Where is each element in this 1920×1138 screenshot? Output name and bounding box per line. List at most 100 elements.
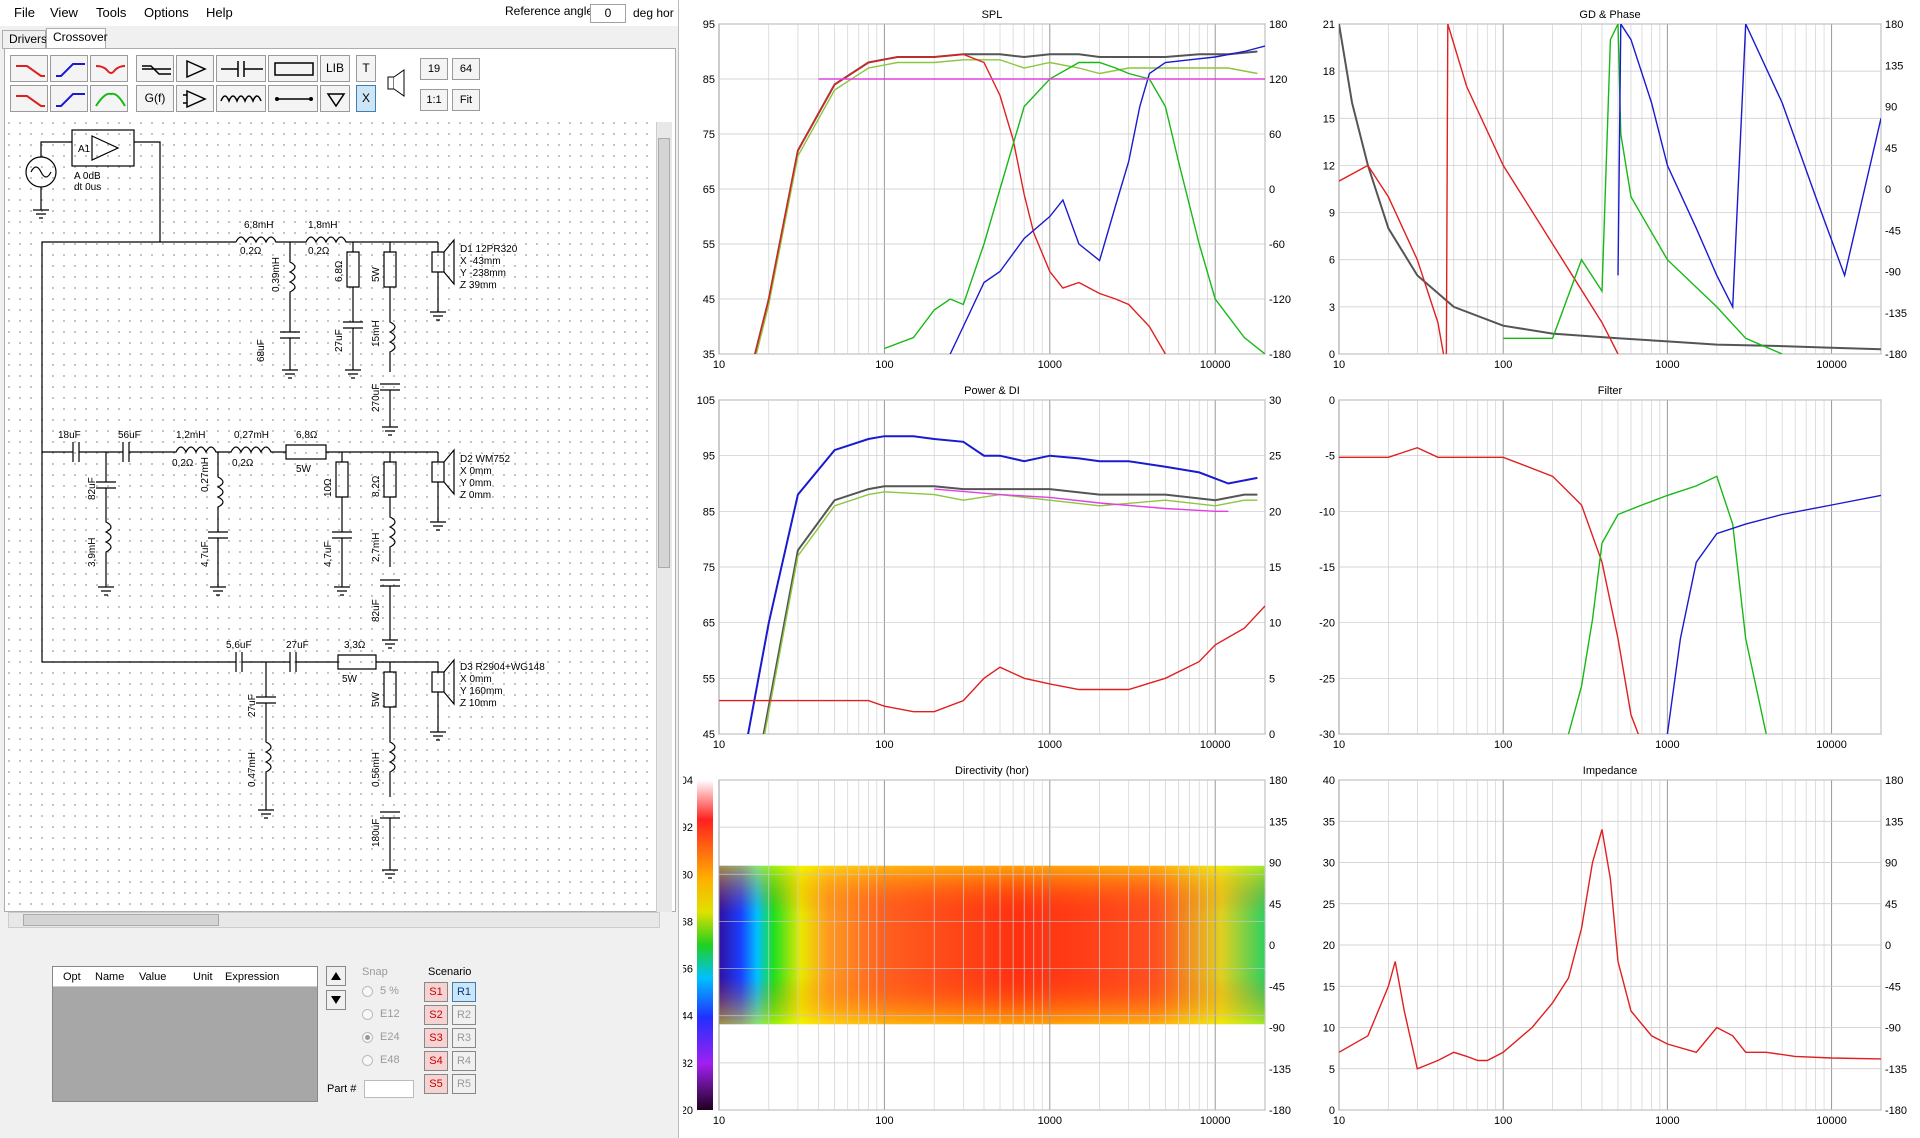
grid-size-64[interactable]: 64 — [452, 58, 480, 80]
y-tick-label: 32 — [683, 1058, 693, 1070]
snap-radio-e24[interactable] — [362, 1032, 373, 1043]
col-value[interactable]: Value — [139, 971, 167, 983]
scenario-group: Scenario S1 R1 S2 R2 S3 R3 S4 R4 S5 R5 — [420, 964, 484, 1096]
grid-size-19[interactable]: 19 — [420, 58, 448, 80]
scenario-r4-button[interactable]: R4 — [452, 1051, 476, 1071]
speaker-icon[interactable] — [386, 68, 408, 101]
y-tick-label: 55 — [703, 239, 715, 251]
text-tool-button[interactable]: T — [356, 55, 376, 82]
scenario-r1-button[interactable]: R1 — [452, 982, 476, 1002]
scenario-s5-button[interactable]: S5 — [424, 1074, 448, 1094]
schematic-vertical-scrollbar[interactable] — [656, 122, 672, 912]
y-tick-label: 68 — [683, 916, 693, 928]
col-expression[interactable]: Expression — [225, 971, 280, 983]
c2-value: 27uF — [334, 329, 345, 352]
capacitor-button[interactable] — [216, 55, 266, 82]
lowpass-1-button[interactable] — [10, 55, 48, 82]
reference-angle-input[interactable]: 0 — [590, 4, 626, 23]
scenario-s1-button[interactable]: S1 — [424, 982, 448, 1002]
menu-help[interactable]: Help — [206, 5, 233, 20]
y-tick-label: 65 — [703, 618, 715, 630]
highpass-2-button[interactable] — [50, 85, 88, 112]
c4-value: 18uF — [58, 430, 81, 441]
chart-directivity-hor[interactable]: Directivity (hor) 104 92 80 68 56 44 32 20 180 135… — [675, 760, 1299, 1132]
scenario-r5-button[interactable]: R5 — [452, 1074, 476, 1094]
horizontal-scroll-thumb[interactable] — [23, 914, 219, 926]
optimizer-grid[interactable]: Opt Name Value Unit Expression — [52, 966, 318, 1102]
tab-crossover[interactable]: Crossover — [46, 28, 108, 49]
y-tick-label: 85 — [703, 74, 715, 86]
delete-tool-button[interactable]: X — [356, 85, 376, 112]
snap-radio-5pct[interactable] — [362, 986, 373, 997]
schematic-canvas[interactable]: A1 A 0dB dt 0us 6,8mH 0,2Ω 1,8mH 0,2Ω 0,… — [8, 122, 660, 912]
r7-watt: 5W — [371, 691, 382, 707]
scenario-s2-button[interactable]: S2 — [424, 1005, 448, 1025]
zoom-fit-button[interactable]: Fit — [452, 89, 480, 111]
y-tick-label: 20 — [1323, 940, 1335, 952]
y2-tick-label: 20 — [1269, 506, 1281, 518]
resistor-button[interactable] — [268, 55, 318, 82]
part-number-input[interactable] — [364, 1080, 414, 1098]
y-tick-label: 75 — [703, 562, 715, 574]
x-tick-label: 10 — [1333, 359, 1345, 371]
chart-svg-gd-phase: GD & Phase 21 18 15 12 9 6 3 0 180 135 90 45 0 -45 -90 -… — [1323, 9, 1907, 371]
y2-tick-label: 0 — [1269, 184, 1275, 196]
transfer-function-button[interactable]: G(f) — [136, 85, 174, 112]
x-tick-label: 100 — [875, 359, 893, 371]
highpass-1-button[interactable] — [50, 55, 88, 82]
x-tick-label: 100 — [875, 1115, 893, 1127]
scenario-s3-button[interactable]: S3 — [424, 1028, 448, 1048]
zoom-1-1-button[interactable]: 1:1 — [420, 89, 448, 111]
y-tick-label: 80 — [683, 869, 693, 881]
move-up-button[interactable] — [326, 966, 346, 986]
series-line-2 — [762, 485, 1258, 734]
col-name[interactable]: Name — [95, 971, 125, 983]
snap-radio-e48[interactable] — [362, 1055, 373, 1066]
move-down-button[interactable] — [326, 990, 346, 1010]
c11-value: 27uF — [286, 640, 309, 651]
vertical-scroll-thumb[interactable] — [658, 138, 670, 568]
library-button[interactable]: LIB — [320, 55, 350, 82]
y2-tick-label: 90 — [1885, 858, 1897, 870]
menu-options[interactable]: Options — [144, 5, 189, 20]
directivity-color-scale — [697, 780, 713, 1110]
menu-view[interactable]: View — [50, 5, 78, 20]
chart-spl[interactable]: SPL 95 85 75 65 55 45 35 180 120 60 0 -60 -120 -180 10 1… — [683, 4, 1299, 376]
r2-watt: 5W — [371, 266, 382, 282]
menu-file[interactable]: File — [14, 5, 35, 20]
bandstop-button[interactable] — [90, 55, 128, 82]
shelf-button[interactable] — [136, 55, 174, 82]
wire-button[interactable] — [268, 85, 318, 112]
y-tick-label: 40 — [1323, 775, 1335, 787]
y-tick-label: 6 — [1329, 255, 1335, 267]
inductor-button[interactable] — [216, 85, 266, 112]
menu-tools[interactable]: Tools — [96, 5, 127, 20]
y2-tick-label: -180 — [1885, 1105, 1907, 1117]
bandpass-button[interactable] — [90, 85, 128, 112]
scenario-r3-button[interactable]: R3 — [452, 1028, 476, 1048]
series-line-5 — [719, 605, 1265, 713]
col-unit[interactable]: Unit — [193, 971, 213, 983]
y-tick-label: 12 — [1323, 160, 1335, 172]
scenario-r2-button[interactable]: R2 — [452, 1005, 476, 1025]
ground-button[interactable] — [320, 85, 350, 112]
chart-gd-phase[interactable]: GD & Phase 21 18 15 12 9 6 3 0 180 135 90 45 0 -45 -90 -… — [1303, 4, 1915, 376]
tab-drivers[interactable]: Drivers — [2, 30, 47, 49]
lowpass-2-button[interactable] — [10, 85, 48, 112]
schematic-horizontal-scrollbar[interactable] — [8, 912, 660, 928]
series-line-1 — [1339, 24, 1881, 351]
c12-value: 27uF — [247, 694, 258, 717]
chart-power-di[interactable]: Power & DI 105 95 85 75 65 55 45 30 25 20 15 10 5 0 10 1… — [683, 380, 1299, 756]
summing-amp-button[interactable] — [176, 85, 214, 112]
chart-filter[interactable]: Filter 0 -5 -10 -15 -20 -25 -30 10 100 1000 10000 — [1303, 380, 1915, 756]
y2-tick-label: 135 — [1269, 816, 1287, 828]
chart-impedance[interactable]: Impedance 40 35 30 25 20 15 10 5 0 180 135 90 45 0 -45 -… — [1303, 760, 1915, 1132]
snap-radio-e12[interactable] — [362, 1009, 373, 1020]
buffer-button[interactable] — [176, 55, 214, 82]
y-tick-label: 105 — [697, 395, 715, 407]
scenario-s4-button[interactable]: S4 — [424, 1051, 448, 1071]
col-opt[interactable]: Opt — [63, 971, 81, 983]
y-tick-label: 18 — [1323, 66, 1335, 78]
c10-value: 5,6uF — [226, 640, 252, 651]
